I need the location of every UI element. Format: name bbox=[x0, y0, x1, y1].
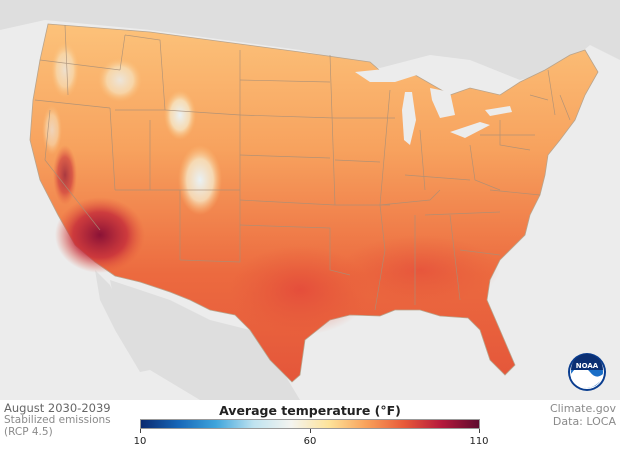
mexico-land bbox=[110, 280, 300, 400]
legend-tickmark-max bbox=[479, 429, 480, 433]
caption-block: August 2030-2039 Stabilized emissions (R… bbox=[4, 402, 111, 438]
caption-period: August 2030-2039 bbox=[4, 401, 111, 415]
us-map-svg: NOAA bbox=[0, 0, 620, 400]
cool-idaho bbox=[98, 58, 142, 102]
lake-ontario bbox=[485, 106, 512, 116]
lake-erie bbox=[450, 122, 490, 138]
legend-tick-max: 110 bbox=[469, 436, 489, 447]
hot-texas bbox=[230, 245, 370, 335]
hot-southeast bbox=[340, 235, 500, 305]
lake-michigan bbox=[402, 92, 416, 145]
baja-california bbox=[95, 270, 150, 372]
hot-central-valley bbox=[53, 145, 77, 205]
legend-tick-mid: 60 bbox=[303, 436, 317, 447]
cool-sierra bbox=[42, 105, 62, 155]
cool-cascades bbox=[51, 42, 79, 98]
caption-scenario-code: (RCP 4.5) bbox=[4, 426, 53, 438]
legend-colorbar bbox=[140, 419, 480, 429]
temperature-map: NOAA bbox=[0, 0, 620, 400]
legend-tickmark-min bbox=[140, 429, 141, 433]
legend-tick-min: 10 bbox=[133, 436, 147, 447]
cool-rockies-wyoming bbox=[164, 90, 196, 140]
credits-block: Climate.gov Data: LOCA bbox=[550, 402, 616, 428]
hot-desert-southwest bbox=[55, 197, 145, 273]
legend-tickmark-mid bbox=[310, 429, 311, 433]
noaa-logo-text: NOAA bbox=[576, 362, 599, 370]
lake-superior bbox=[355, 68, 420, 82]
lake-huron bbox=[430, 88, 455, 118]
cool-rockies-colorado bbox=[178, 145, 222, 215]
canada-land bbox=[0, 0, 620, 80]
credit-site: Climate.gov bbox=[549, 402, 616, 415]
noaa-logo: NOAA bbox=[568, 353, 606, 391]
footer: August 2030-2039 Stabilized emissions (R… bbox=[0, 400, 620, 450]
state-borders bbox=[34, 24, 571, 311]
caption-scenario: Stabilized emissions bbox=[4, 414, 111, 426]
legend-title: Average temperature (°F) bbox=[219, 403, 401, 418]
credit-data-source: Data: LOCA bbox=[552, 415, 616, 428]
